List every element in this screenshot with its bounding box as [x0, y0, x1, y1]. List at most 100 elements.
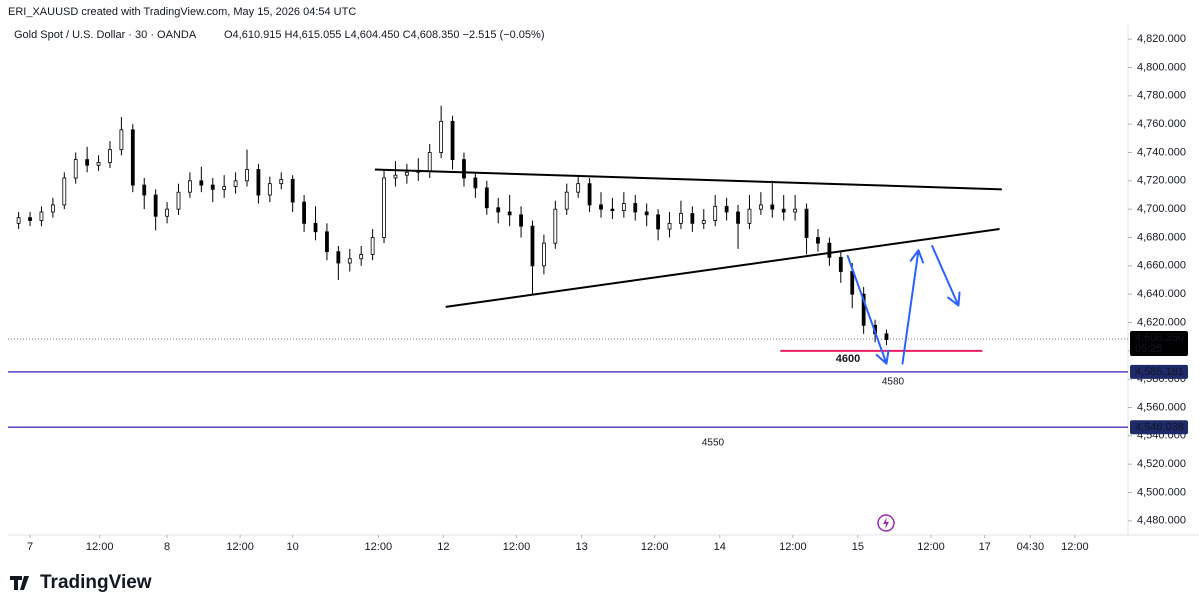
x-tick-label: 12:00 — [779, 541, 807, 553]
candle-body — [496, 207, 501, 213]
candle-body — [245, 169, 249, 182]
x-tick-label: 12 — [437, 541, 449, 553]
candle-body — [233, 180, 238, 187]
candle-body — [656, 214, 660, 230]
candle-body — [530, 225, 535, 267]
x-tick-label: 10 — [287, 541, 299, 553]
candle-body — [576, 183, 581, 193]
x-tick-label: 12:00 — [1061, 541, 1089, 553]
candle-body — [679, 213, 683, 224]
candle-body — [599, 204, 603, 210]
candle-body — [450, 120, 455, 160]
candle-body — [165, 208, 169, 217]
x-tick-label: 15 — [852, 541, 864, 553]
candle-body — [644, 211, 649, 216]
candle-body — [462, 159, 466, 179]
candle-body — [267, 183, 272, 196]
arrow — [846, 254, 890, 365]
y-tick-label: 4,560.000 — [1137, 401, 1186, 413]
candle-body — [781, 208, 786, 213]
candle-body — [108, 149, 112, 163]
candle-body — [73, 159, 78, 179]
current-price-label: 4,608.350 — [1135, 332, 1184, 344]
candle-body — [290, 179, 295, 203]
candle-body — [393, 174, 398, 179]
candle-body — [690, 213, 695, 224]
trendline — [374, 168, 1002, 191]
ohlc-legend: O4,610.915 H4,615.055 L4,604.450 C4,608.… — [224, 29, 544, 41]
y-tick-label: 4,800.000 — [1137, 61, 1186, 73]
candle-body — [39, 211, 44, 221]
candle-body — [28, 217, 32, 221]
candle-body — [199, 180, 204, 186]
annotation: 4580 — [882, 377, 905, 388]
candle-body — [473, 177, 478, 189]
candle-body — [222, 186, 227, 190]
candle-body — [736, 211, 740, 224]
annotation: 4550 — [702, 438, 725, 449]
brand: TradingView — [40, 572, 152, 593]
candle-body — [850, 271, 855, 295]
candle-body — [827, 242, 832, 258]
trendline — [445, 228, 1000, 308]
x-tick-label: 12:00 — [365, 541, 393, 553]
candle-body — [62, 177, 67, 206]
y-tick-label: 4,780.000 — [1137, 90, 1186, 102]
candle-body — [302, 201, 307, 224]
candle-body — [507, 211, 512, 216]
candle-body — [884, 333, 889, 340]
candle-body — [724, 205, 729, 213]
candle-body — [793, 208, 798, 213]
candle-body — [256, 169, 261, 196]
x-tick-label: 12:00 — [917, 541, 945, 553]
y-tick-label: 4,500.000 — [1137, 486, 1186, 498]
candle-body — [176, 191, 181, 210]
x-tick-label: 7 — [27, 541, 33, 553]
candle-body — [347, 258, 352, 264]
arrow — [931, 245, 961, 307]
candle-body — [119, 129, 124, 151]
header: ERI_XAUUSD created with TradingView.com,… — [8, 6, 356, 18]
candle-body — [758, 204, 763, 210]
brand-logo — [10, 576, 29, 590]
plot-area — [8, 105, 1128, 429]
alert-icon[interactable] — [877, 514, 895, 532]
x-tick-label: 8 — [164, 541, 170, 553]
candle-body — [85, 159, 90, 166]
candle-body — [838, 256, 843, 272]
candle-body — [50, 204, 55, 213]
candle-body — [519, 214, 523, 227]
candle-body — [553, 208, 558, 244]
candle-body — [816, 237, 820, 244]
candle-body — [404, 171, 409, 176]
x-tick-label: 14 — [714, 541, 726, 553]
candle-body — [747, 208, 752, 224]
candle-body — [188, 180, 192, 193]
candle-body — [16, 217, 21, 224]
x-tick-label: 12:00 — [86, 541, 114, 553]
chart-title: Gold Spot / U.S. Dollar · 30 · OANDA — [14, 29, 197, 41]
candle-body — [610, 208, 615, 211]
candle-body — [382, 177, 386, 238]
y-tick-label: 4,480.000 — [1137, 515, 1186, 527]
candle-body — [587, 183, 592, 206]
candle-body — [210, 184, 215, 190]
candle-body — [542, 242, 546, 267]
y-tick-label: 4,740.000 — [1137, 146, 1186, 158]
y-tick-label: 4,820.000 — [1137, 33, 1186, 45]
candle-body — [359, 254, 364, 260]
arrow — [901, 249, 925, 365]
current-price-box — [1130, 331, 1188, 357]
candle-body — [484, 187, 489, 209]
candle-body — [621, 203, 626, 211]
candle-body — [336, 251, 341, 264]
x-tick-label: 13 — [575, 541, 587, 553]
y-tick-label: 4,760.000 — [1137, 118, 1186, 130]
x-tick-label: 17 — [979, 541, 991, 553]
candle-body — [279, 179, 284, 185]
candle-body — [667, 222, 672, 230]
y-tick-label: 4,640.000 — [1137, 288, 1186, 300]
candle-body — [313, 222, 318, 233]
